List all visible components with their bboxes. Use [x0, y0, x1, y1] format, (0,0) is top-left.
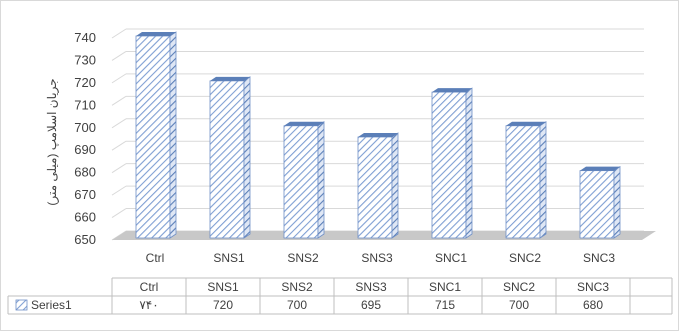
- bar-top: [358, 133, 398, 137]
- x-tick-label: SNC3: [583, 251, 615, 265]
- y-tick-label: 670: [74, 187, 96, 202]
- bar-side: [465, 87, 473, 239]
- bar-top: [432, 88, 472, 93]
- table-value-cell: 720: [213, 298, 233, 312]
- y-tick-label: 650: [74, 232, 96, 247]
- bar: [505, 125, 541, 239]
- y-axis-label: جریان اسلامپ (میلی متر): [45, 78, 59, 205]
- y-axis-ticks: 650 660 670 680 690 700 710 720 730 740: [74, 30, 96, 247]
- bar: [579, 170, 615, 239]
- table-header-cell: SNC2: [503, 280, 535, 294]
- gridline-side: [111, 28, 127, 39]
- bar-top: [580, 166, 620, 171]
- gridline-side: [111, 95, 127, 106]
- table-value-cell: 715: [435, 298, 455, 312]
- data-table: Ctrl ۷۴۰ SNS1 720 SNS2 700 SNS3 695 SNC1 715 SNC2 7…: [7, 277, 673, 315]
- bar-top: [210, 76, 250, 81]
- bar-side: [169, 31, 177, 239]
- y-tick-label: 660: [74, 210, 96, 225]
- table-header-cell: SNS2: [281, 280, 313, 294]
- bar: [283, 125, 319, 239]
- y-tick-label: 740: [74, 30, 96, 45]
- gridline-side: [111, 51, 127, 61]
- x-tick-label: SNC1: [435, 251, 467, 265]
- table-value-cell: 700: [287, 298, 307, 312]
- bar-side: [613, 165, 621, 239]
- bar-side: [317, 121, 325, 239]
- table-value-cell: ۷۴۰: [139, 298, 158, 312]
- bars: [135, 31, 621, 239]
- gridline-side: [111, 73, 127, 84]
- table-header-cell: SNC3: [577, 280, 609, 294]
- bar-top: [136, 32, 176, 36]
- table-header-cell: SNC1: [429, 280, 461, 294]
- bar: [135, 35, 171, 239]
- table-value-cell: 700: [509, 298, 529, 312]
- x-axis-labels: Ctrl SNS1 SNS2 SNS3 SNC1 SNC2 SNC3: [146, 251, 616, 265]
- gridline-side: [111, 208, 127, 218]
- x-tick-label: SNS2: [287, 251, 319, 265]
- table-header-cell: SNS3: [355, 280, 387, 294]
- gridline-side: [111, 140, 127, 151]
- y-tick-label: 730: [74, 52, 96, 67]
- bar-side: [391, 132, 399, 239]
- x-tick-label: SNS1: [213, 251, 245, 265]
- gridline-side: [111, 118, 127, 129]
- table-header-cell: Ctrl: [140, 280, 159, 294]
- bar-side: [243, 76, 251, 239]
- x-tick-label: SNC2: [509, 251, 541, 265]
- y-tick-label: 710: [74, 97, 96, 112]
- table-value-cell: 695: [361, 298, 381, 312]
- y-tick-label: 680: [74, 165, 96, 180]
- x-tick-label: Ctrl: [146, 251, 165, 265]
- y-tick-label: 690: [74, 142, 96, 157]
- bar: [431, 91, 467, 239]
- bar: [357, 136, 393, 239]
- x-tick-label: SNS3: [361, 251, 393, 265]
- y-tick-label: 720: [74, 75, 96, 90]
- bar-top: [284, 121, 324, 126]
- gridline-side: [111, 185, 127, 196]
- legend-swatch: [15, 299, 28, 311]
- bar-side: [539, 121, 547, 239]
- y-tick-label: 700: [74, 120, 96, 135]
- gridline-side: [111, 163, 127, 174]
- table-header-cell: SNS1: [207, 280, 239, 294]
- bar-top: [506, 121, 546, 126]
- table-value-cell: 680: [583, 298, 603, 312]
- legend-series-name: Series1: [31, 298, 72, 312]
- bar: [209, 80, 245, 239]
